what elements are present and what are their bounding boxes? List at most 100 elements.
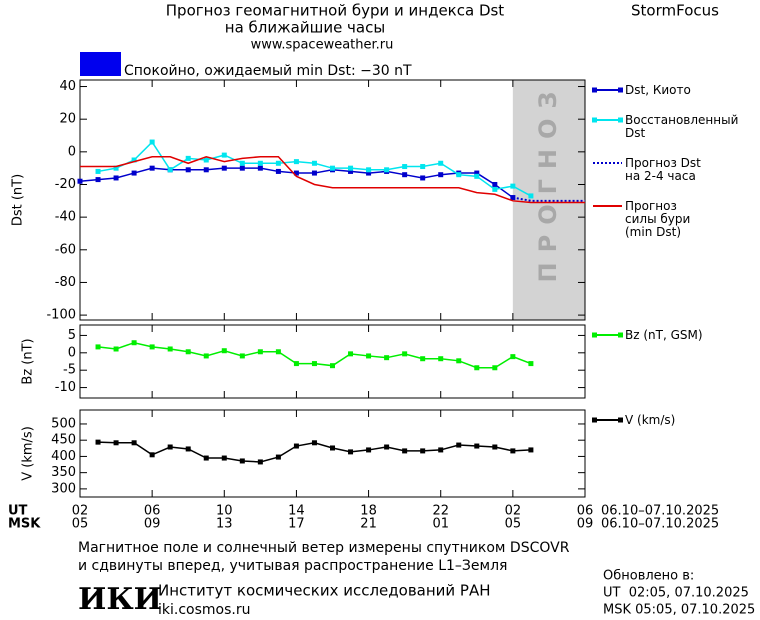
point xyxy=(239,458,245,464)
legend-label: Bz (nT, GSM) xyxy=(625,328,703,342)
point xyxy=(402,448,408,454)
point xyxy=(239,160,245,166)
legend-label: Прогноз силы бури (min Dst) xyxy=(625,199,691,239)
point xyxy=(131,170,137,176)
point xyxy=(474,173,480,179)
point xyxy=(492,181,498,187)
point xyxy=(474,365,480,371)
y-axis-title: V (km/s) xyxy=(21,426,36,481)
point xyxy=(348,165,354,171)
ut-label: UT xyxy=(8,504,28,519)
plot-frame xyxy=(79,324,586,399)
point xyxy=(167,167,173,173)
x-tick-label: 22 xyxy=(432,504,449,519)
point xyxy=(366,353,372,359)
y-axis-title: Dst (nT) xyxy=(11,174,26,226)
y-tick-label: -5 xyxy=(63,363,76,378)
legend-label: V (km/s) xyxy=(625,413,676,427)
point xyxy=(275,160,281,166)
point xyxy=(420,448,426,454)
point xyxy=(528,361,534,367)
y-tick-label: 300 xyxy=(51,481,76,496)
point xyxy=(348,351,354,357)
point xyxy=(275,349,281,355)
legend-marker xyxy=(592,332,597,338)
status-box xyxy=(80,52,121,76)
point xyxy=(420,164,426,170)
y-tick-label: -60 xyxy=(55,242,76,257)
legend-marker xyxy=(618,87,623,93)
point xyxy=(492,444,498,450)
x-tick-label: 09 xyxy=(144,517,161,532)
point xyxy=(311,160,317,166)
point xyxy=(456,442,462,448)
y-tick-label: 0 xyxy=(68,144,76,159)
legend-label: Восстановленный Dst xyxy=(625,113,739,140)
point xyxy=(293,361,299,367)
point xyxy=(438,160,444,166)
y-axis-title: Bz (nT) xyxy=(21,338,36,384)
point xyxy=(257,165,263,171)
point xyxy=(203,353,209,359)
point xyxy=(77,178,83,184)
point xyxy=(438,447,444,453)
point xyxy=(492,186,498,192)
point xyxy=(239,165,245,171)
legend-marker xyxy=(592,117,597,123)
point xyxy=(474,443,480,449)
point xyxy=(221,455,227,461)
point xyxy=(221,348,227,354)
point xyxy=(113,440,119,446)
legend-marker xyxy=(618,417,623,423)
point xyxy=(528,447,534,453)
legend-label: Прогноз Dst на 2-4 часа xyxy=(625,156,701,183)
y-tick-label: 0 xyxy=(68,345,76,360)
point xyxy=(185,167,191,173)
x-tick-label: 10 xyxy=(216,504,233,519)
point xyxy=(456,172,462,178)
msk-label: MSK xyxy=(8,517,41,532)
point xyxy=(95,177,101,183)
y-tick-label: -10 xyxy=(55,380,76,395)
point xyxy=(348,168,354,174)
point xyxy=(311,361,317,367)
x-tick-label: 18 xyxy=(360,504,377,519)
updated: Обновлено в: xyxy=(603,569,694,584)
logo: ИКИ xyxy=(78,582,162,617)
point xyxy=(510,354,516,360)
ut-range: 06.10–07.10.2025 xyxy=(601,504,719,519)
legend-marker xyxy=(592,417,597,423)
y-tick-label: 500 xyxy=(51,416,76,431)
point xyxy=(330,445,335,451)
point xyxy=(257,459,263,465)
status-text: Спокойно, ожидаемый min Dst: −30 nT xyxy=(124,63,412,79)
y-tick-label: -20 xyxy=(55,177,76,192)
point xyxy=(239,353,245,359)
legend-marker xyxy=(618,117,623,123)
point xyxy=(348,449,354,455)
x-tick-label: 06 xyxy=(144,504,161,519)
x-tick-label: 09 xyxy=(577,517,594,532)
point xyxy=(293,159,299,165)
point xyxy=(510,448,516,454)
point xyxy=(275,168,281,174)
msk-range: 06.10–07.10.2025 xyxy=(601,517,719,532)
y-tick-label: 5 xyxy=(68,328,76,343)
point xyxy=(185,446,191,452)
point xyxy=(366,167,372,173)
point xyxy=(311,440,317,446)
x-tick-label: 01 xyxy=(432,517,449,532)
point xyxy=(167,444,173,450)
point xyxy=(113,165,119,171)
point xyxy=(528,193,534,199)
updated-msk: MSK 05:05, 07.10.2025 xyxy=(603,603,755,618)
point xyxy=(366,170,372,176)
point xyxy=(203,167,209,173)
point xyxy=(167,346,173,352)
point xyxy=(456,358,462,364)
point xyxy=(113,346,119,352)
url: www.spaceweather.ru xyxy=(251,38,394,53)
institute: Институт космических исследований РАН xyxy=(158,582,491,600)
point xyxy=(221,152,227,158)
x-tick-label: 13 xyxy=(216,517,233,532)
